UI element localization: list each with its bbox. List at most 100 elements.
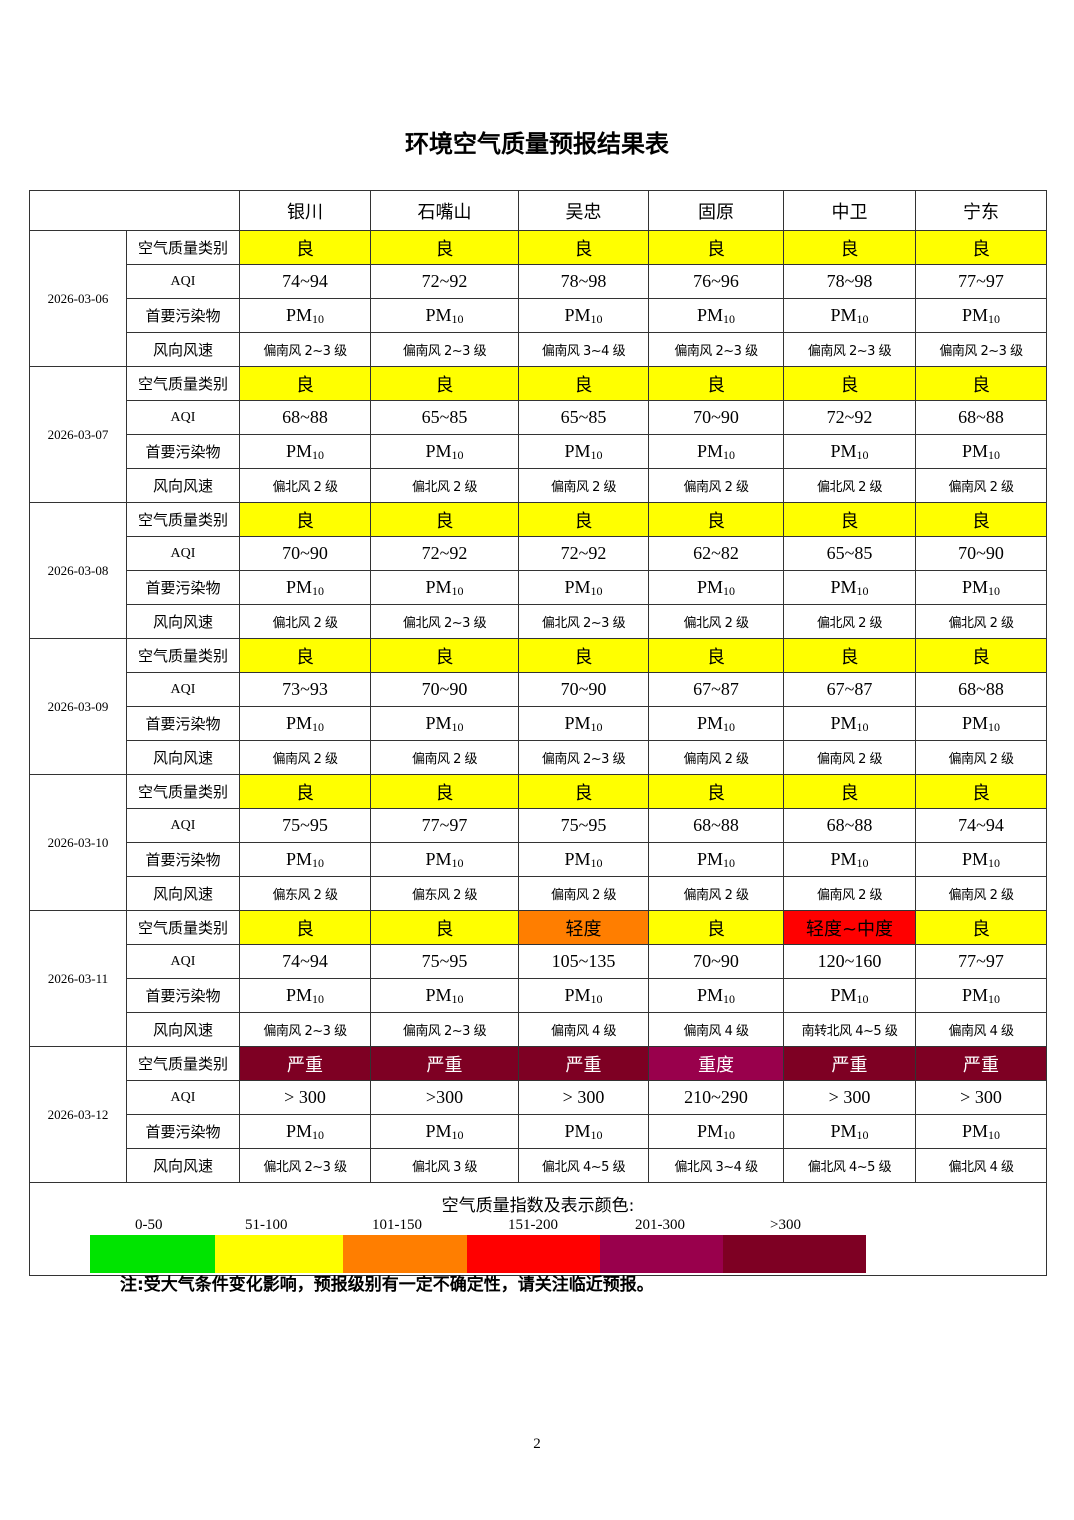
category-cell: 良 <box>518 366 649 401</box>
pollutant-subscript: 10 <box>590 583 603 598</box>
pollutant-cell: PM10 <box>239 570 371 605</box>
wind-cell: 偏南风 2 级 <box>518 876 649 911</box>
pollutant-base: PM <box>830 712 857 733</box>
category-cell: 良 <box>648 366 784 401</box>
date-cell: 2026-03-11 <box>29 910 127 1047</box>
header-row: 银川 石嘴山 吴忠 固原 中卫 宁东 <box>29 190 1047 231</box>
date-cell: 2026-03-10 <box>29 774 127 911</box>
forecast-note: 注:受大气条件变化影响，预报级别有一定不确定性，请关注临近预报。 <box>120 1275 654 1295</box>
city-header: 石嘴山 <box>370 190 519 231</box>
pollutant-subscript: 10 <box>590 719 603 734</box>
row-label: AQI <box>126 672 240 707</box>
category-cell: 良 <box>915 366 1047 401</box>
category-cell: 良 <box>370 910 519 945</box>
row-aqi: AQI 74~94 72~92 78~98 76~96 78~98 77~97 <box>30 264 1047 299</box>
date-cell: 2026-03-09 <box>29 638 127 775</box>
pollutant-cell: PM10 <box>518 706 649 741</box>
pollutant-subscript: 10 <box>856 855 869 870</box>
legend-color-swatch <box>343 1235 467 1273</box>
category-cell: 良 <box>239 230 371 265</box>
date-cell: 2026-03-12 <box>29 1046 127 1183</box>
pollutant-base: PM <box>564 576 591 597</box>
row-label: 首要污染物 <box>126 842 240 877</box>
pollutant-cell: PM10 <box>518 1114 649 1149</box>
pollutant-cell: PM10 <box>915 434 1047 469</box>
wind-cell: 偏北风 2 级 <box>239 604 371 639</box>
pollutant-subscript: 10 <box>988 1127 1000 1142</box>
aqi-cell: 68~88 <box>239 400 371 435</box>
pollutant-cell: PM10 <box>648 570 784 605</box>
pollutant-subscript: 10 <box>590 991 603 1006</box>
pollutant-subscript: 10 <box>451 855 464 870</box>
wind-cell: 偏南风 2 级 <box>648 740 784 775</box>
aqi-cell: 67~87 <box>648 672 784 707</box>
wind-cell: 偏南风 2 级 <box>239 740 371 775</box>
legend-color-swatch <box>600 1235 723 1273</box>
pollutant-base: PM <box>285 440 312 461</box>
category-cell: 良 <box>783 774 916 809</box>
row-label: 空气质量类别 <box>126 1046 240 1081</box>
wind-cell: 偏南风 2~3 级 <box>915 332 1047 367</box>
row-wind: 风向风速 偏南风 2~3 级偏南风 2~3 级偏南风 4 级偏南风 4 级南转北风… <box>30 1012 1047 1047</box>
row-aqi: AQI > 300 >300 > 300 210~290 > 300 > 300 <box>30 1080 1047 1115</box>
pollutant-subscript: 10 <box>988 991 1000 1006</box>
pollutant-cell: PM10 <box>648 706 784 741</box>
aqi-cell: 70~90 <box>915 536 1047 571</box>
row-label: AQI <box>126 808 240 843</box>
wind-cell: 偏东风 2 级 <box>370 876 519 911</box>
pollutant-cell: PM10 <box>370 298 519 333</box>
city-header: 银川 <box>239 190 371 231</box>
wind-cell: 偏北风 2 级 <box>783 468 916 503</box>
pollutant-subscript: 10 <box>590 311 603 326</box>
pollutant-subscript: 10 <box>590 447 603 462</box>
row-pollutant: 首要污染物 PM10 PM10 PM10 PM10 PM10 PM10 <box>30 1114 1047 1149</box>
pollutant-cell: PM10 <box>783 298 916 333</box>
pollutant-base: PM <box>961 440 988 461</box>
wind-cell: 偏北风 4~5 级 <box>518 1148 649 1183</box>
pollutant-cell: PM10 <box>783 434 916 469</box>
pollutant-cell: PM10 <box>518 434 649 469</box>
pollutant-subscript: 10 <box>312 991 324 1006</box>
pollutant-subscript: 10 <box>988 447 1000 462</box>
category-cell: 良 <box>783 638 916 673</box>
category-cell: 轻度~中度 <box>783 910 916 945</box>
row-pollutant: 首要污染物 PM10 PM10 PM10 PM10 PM10 PM10 <box>30 978 1047 1013</box>
wind-cell: 偏南风 2~3 级 <box>648 332 784 367</box>
row-category: 2026-03-09 空气质量类别良良良良良良 <box>29 638 1047 775</box>
aqi-cell: > 300 <box>915 1080 1047 1115</box>
pollutant-base: PM <box>961 848 988 869</box>
row-wind: 风向风速 偏北风 2~3 级偏北风 3 级偏北风 4~5 级偏北风 3~4 级偏北… <box>30 1148 1047 1183</box>
category-cell: 良 <box>518 230 649 265</box>
pollutant-cell: PM10 <box>370 570 519 605</box>
wind-cell: 偏东风 2 级 <box>239 876 371 911</box>
row-label: 首要污染物 <box>126 570 240 605</box>
pollutant-cell: PM10 <box>915 1114 1047 1149</box>
pollutant-base: PM <box>285 712 312 733</box>
row-label: 首要污染物 <box>126 434 240 469</box>
wind-cell: 偏南风 2 级 <box>783 876 916 911</box>
pollutant-cell: PM10 <box>648 1114 784 1149</box>
wind-cell: 偏南风 4 级 <box>648 1012 784 1047</box>
pollutant-cell: PM10 <box>648 298 784 333</box>
date-cell: 2026-03-06 <box>29 230 127 367</box>
legend-range-label: 51-100 <box>245 1217 288 1233</box>
pollutant-cell: PM10 <box>648 842 784 877</box>
pollutant-cell: PM10 <box>783 842 916 877</box>
row-pollutant: 首要污染物 PM10 PM10 PM10 PM10 PM10 PM10 <box>30 434 1047 469</box>
row-pollutant: 首要污染物 PM10 PM10 PM10 PM10 PM10 PM10 <box>30 842 1047 877</box>
legend-color-swatch <box>90 1235 215 1273</box>
row-label: 空气质量类别 <box>126 910 240 945</box>
wind-cell: 偏北风 3 级 <box>370 1148 519 1183</box>
category-cell: 良 <box>239 910 371 945</box>
row-label: 风向风速 <box>126 468 240 503</box>
pollutant-subscript: 10 <box>312 855 324 870</box>
pollutant-cell: PM10 <box>915 570 1047 605</box>
row-label: 空气质量类别 <box>126 774 240 809</box>
legend-range-label: 0-50 <box>135 1217 163 1233</box>
aqi-cell: >300 <box>370 1080 519 1115</box>
pollutant-cell: PM10 <box>370 842 519 877</box>
category-cell: 良 <box>915 502 1047 537</box>
row-category: 2026-03-11 空气质量类别良良轻度良轻度~中度良 <box>29 910 1047 1047</box>
aqi-cell: 78~98 <box>783 264 916 299</box>
city-header: 固原 <box>648 190 784 231</box>
